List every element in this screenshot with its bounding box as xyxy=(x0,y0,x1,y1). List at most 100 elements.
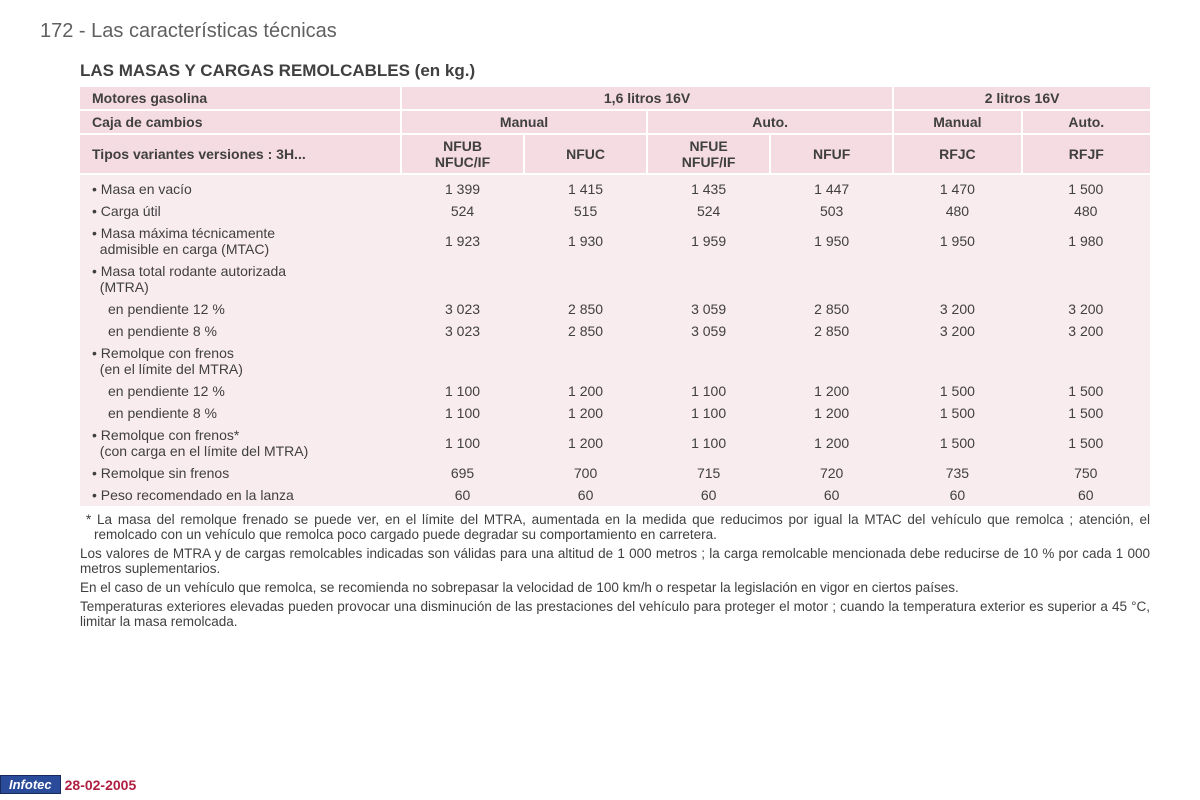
cell: 60 xyxy=(401,484,524,506)
cell: 1 500 xyxy=(893,380,1021,402)
cell: 1 923 xyxy=(401,222,524,260)
cell: 1 100 xyxy=(401,424,524,462)
cell xyxy=(647,260,770,298)
cell: 1 959 xyxy=(647,222,770,260)
page-header: 172 - Las características técnicas xyxy=(40,20,1160,43)
cell: 480 xyxy=(893,200,1021,222)
cell: 720 xyxy=(770,462,893,484)
row-label: • Masa máxima técnicamente admisible en … xyxy=(80,222,401,260)
cell xyxy=(1022,342,1150,380)
variant-1: NFUC xyxy=(524,134,647,174)
cell: 60 xyxy=(893,484,1021,506)
table-row: • Masa en vacío1 3991 4151 4351 4471 470… xyxy=(80,174,1150,200)
row-label: en pendiente 12 % xyxy=(80,380,401,402)
cell: 3 200 xyxy=(1022,320,1150,342)
table-row: • Remolque con frenos (en el límite del … xyxy=(80,342,1150,380)
engine-group-0: 1,6 litros 16V xyxy=(401,87,893,110)
cell: 1 399 xyxy=(401,174,524,200)
table-row: • Peso recomendado en la lanza6060606060… xyxy=(80,484,1150,506)
cell: 1 500 xyxy=(1022,174,1150,200)
cell: 3 200 xyxy=(893,320,1021,342)
gearbox-1: Auto. xyxy=(647,110,893,134)
cell xyxy=(770,342,893,380)
cell xyxy=(770,260,893,298)
cell: 1 100 xyxy=(647,402,770,424)
cell: 1 100 xyxy=(401,402,524,424)
gearbox-0: Manual xyxy=(401,110,647,134)
specs-table: Motores gasolina 1,6 litros 16V 2 litros… xyxy=(80,87,1150,506)
cell: 3 059 xyxy=(647,320,770,342)
row-label: • Remolque con frenos* (con carga en el … xyxy=(80,424,401,462)
cell xyxy=(647,342,770,380)
cell: 2 850 xyxy=(770,320,893,342)
table-row: en pendiente 12 %1 1001 2001 1001 2001 5… xyxy=(80,380,1150,402)
row-label: • Remolque sin frenos xyxy=(80,462,401,484)
cell: 1 100 xyxy=(647,424,770,462)
table-row: en pendiente 8 %3 0232 8503 0592 8503 20… xyxy=(80,320,1150,342)
cell: 60 xyxy=(770,484,893,506)
cell xyxy=(401,342,524,380)
cell: 1 200 xyxy=(524,380,647,402)
row-label: en pendiente 8 % xyxy=(80,320,401,342)
cell: 1 100 xyxy=(401,380,524,402)
row-label: • Masa total rodante autorizada (MTRA) xyxy=(80,260,401,298)
cell: 1 470 xyxy=(893,174,1021,200)
cell: 60 xyxy=(647,484,770,506)
cell: 480 xyxy=(1022,200,1150,222)
gearbox-3: Auto. xyxy=(1022,110,1150,134)
cell xyxy=(893,342,1021,380)
cell: 1 435 xyxy=(647,174,770,200)
row-label: en pendiente 12 % xyxy=(80,298,401,320)
table-row: en pendiente 8 %1 1001 2001 1001 2001 50… xyxy=(80,402,1150,424)
cell xyxy=(893,260,1021,298)
cell: 1 100 xyxy=(647,380,770,402)
cell: 735 xyxy=(893,462,1021,484)
note-paragraph: Temperaturas exteriores elevadas pueden … xyxy=(80,599,1150,629)
cell xyxy=(1022,260,1150,298)
cell: 60 xyxy=(1022,484,1150,506)
table-row: • Remolque con frenos* (con carga en el … xyxy=(80,424,1150,462)
cell: 1 980 xyxy=(1022,222,1150,260)
cell: 695 xyxy=(401,462,524,484)
cell: 3 200 xyxy=(1022,298,1150,320)
row-label: • Remolque con frenos (en el límite del … xyxy=(80,342,401,380)
gearbox-label: Caja de cambios xyxy=(80,110,401,134)
cell: 1 415 xyxy=(524,174,647,200)
row-label: • Carga útil xyxy=(80,200,401,222)
cell: 750 xyxy=(1022,462,1150,484)
cell: 1 200 xyxy=(524,402,647,424)
cell: 1 500 xyxy=(1022,424,1150,462)
cell: 2 850 xyxy=(524,298,647,320)
variant-5: RFJF xyxy=(1022,134,1150,174)
variant-label: Tipos variantes versiones : 3H... xyxy=(80,134,401,174)
cell: 1 200 xyxy=(770,402,893,424)
cell xyxy=(524,342,647,380)
cell: 503 xyxy=(770,200,893,222)
cell: 1 950 xyxy=(893,222,1021,260)
engine-label: Motores gasolina xyxy=(80,87,401,110)
cell xyxy=(524,260,647,298)
cell: 1 447 xyxy=(770,174,893,200)
row-label: • Masa en vacío xyxy=(80,174,401,200)
row-label: en pendiente 8 % xyxy=(80,402,401,424)
variant-0: NFUBNFUC/IF xyxy=(401,134,524,174)
variant-2: NFUENFUF/IF xyxy=(647,134,770,174)
cell: 3 023 xyxy=(401,320,524,342)
cell: 3 023 xyxy=(401,298,524,320)
table-row: • Masa máxima técnicamente admisible en … xyxy=(80,222,1150,260)
variant-4: RFJC xyxy=(893,134,1021,174)
cell: 1 500 xyxy=(893,424,1021,462)
table-row: • Masa total rodante autorizada (MTRA) xyxy=(80,260,1150,298)
cell: 1 500 xyxy=(893,402,1021,424)
cell: 2 850 xyxy=(524,320,647,342)
cell: 515 xyxy=(524,200,647,222)
row-label: • Peso recomendado en la lanza xyxy=(80,484,401,506)
table-title: LAS MASAS Y CARGAS REMOLCABLES (en kg.) xyxy=(80,61,1150,81)
note-paragraph: * La masa del remolque frenado se puede … xyxy=(80,512,1150,542)
cell: 2 850 xyxy=(770,298,893,320)
cell: 1 500 xyxy=(1022,402,1150,424)
cell: 3 200 xyxy=(893,298,1021,320)
cell: 1 930 xyxy=(524,222,647,260)
table-row: • Remolque sin frenos695700715720735750 xyxy=(80,462,1150,484)
cell: 1 200 xyxy=(770,380,893,402)
